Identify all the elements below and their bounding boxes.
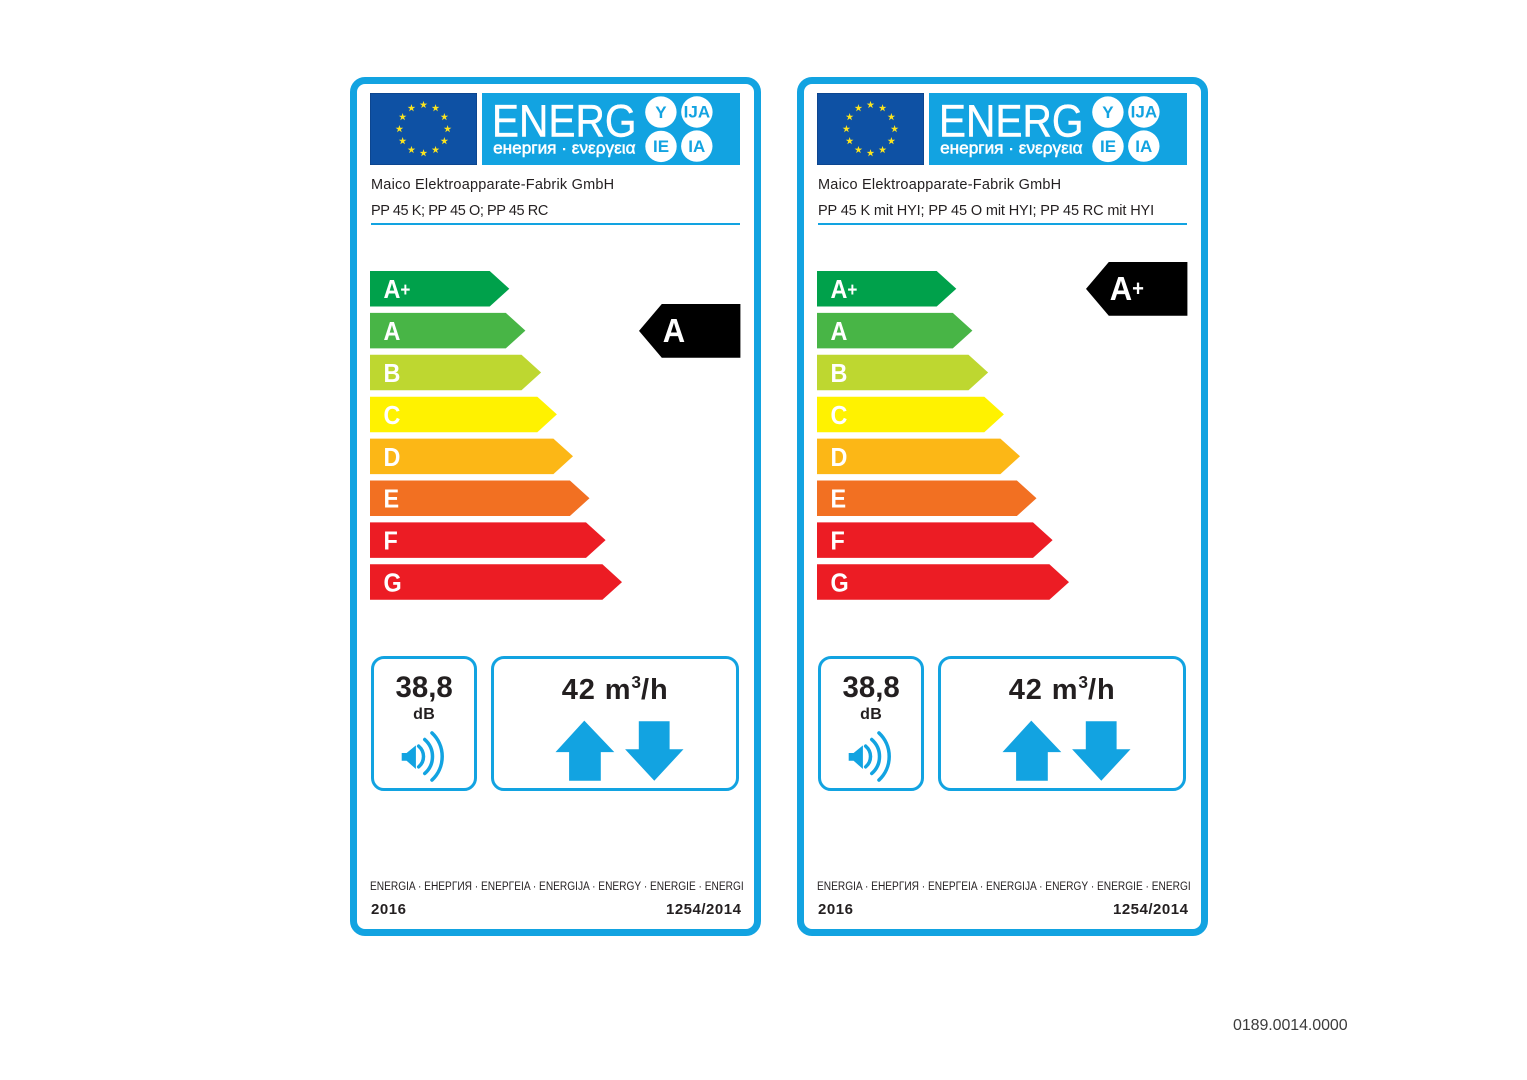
svg-text:A: A xyxy=(663,311,685,348)
svg-text:E: E xyxy=(831,485,847,513)
svg-text:Y: Y xyxy=(1102,103,1114,122)
svg-text:A: A xyxy=(384,318,401,346)
svg-text:B: B xyxy=(831,360,848,388)
svg-text:D: D xyxy=(831,443,848,471)
svg-text:G: G xyxy=(831,569,849,597)
svg-text:ENERG: ENERG xyxy=(939,97,1084,147)
svg-text:F: F xyxy=(831,527,845,555)
svg-text:енергия · ενεργεια: енергия · ενεργεια xyxy=(940,139,1083,158)
svg-text:E: E xyxy=(384,485,400,513)
svg-text:A+: A+ xyxy=(831,276,858,304)
svg-text:ENERG: ENERG xyxy=(492,97,637,147)
svg-text:A: A xyxy=(831,318,848,346)
svg-text:A+: A+ xyxy=(384,276,411,304)
svg-text:IJA: IJA xyxy=(1130,103,1156,122)
svg-text:B: B xyxy=(384,360,401,388)
svg-text:IJA: IJA xyxy=(683,103,709,122)
svg-text:C: C xyxy=(831,401,848,429)
svg-text:Y: Y xyxy=(655,103,667,122)
svg-text:C: C xyxy=(384,401,401,429)
svg-text:G: G xyxy=(384,569,402,597)
svg-text:IA: IA xyxy=(688,137,705,156)
svg-text:D: D xyxy=(384,443,401,471)
svg-text:IA: IA xyxy=(1135,137,1152,156)
svg-text:енергия · ενεργεια: енергия · ενεργεια xyxy=(493,139,636,158)
svg-text:F: F xyxy=(384,527,398,555)
svg-text:IE: IE xyxy=(1100,137,1116,156)
svg-text:IE: IE xyxy=(653,137,669,156)
